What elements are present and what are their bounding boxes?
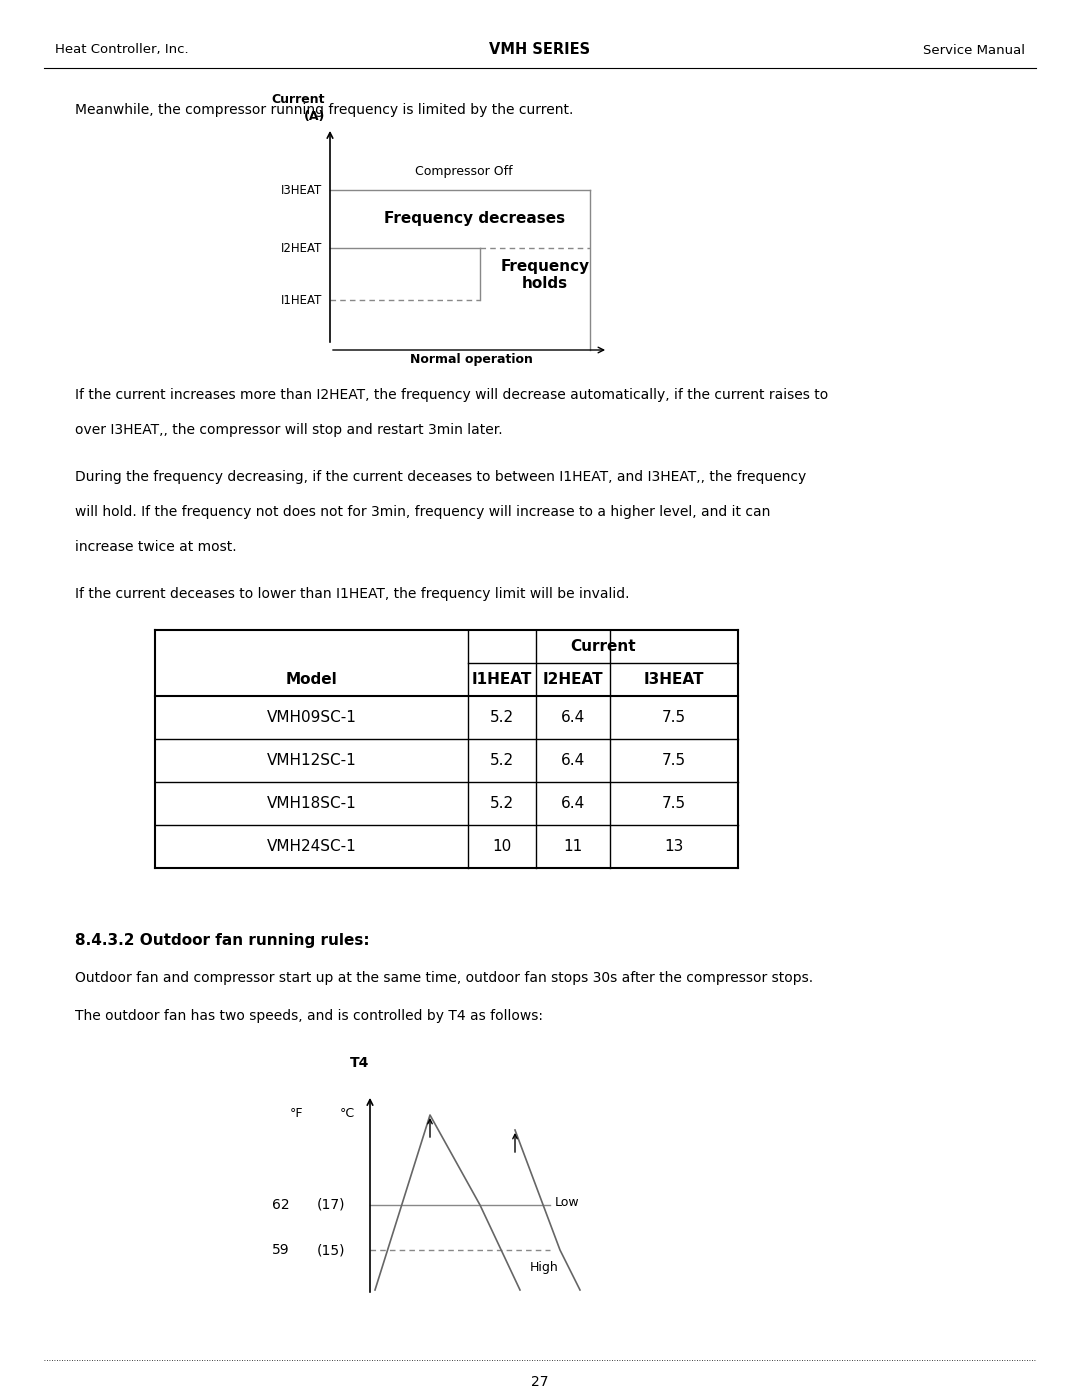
Text: T4: T4 — [350, 1056, 369, 1070]
Text: °F: °F — [291, 1106, 303, 1120]
Text: 7.5: 7.5 — [662, 710, 686, 725]
Text: Current: Current — [570, 638, 636, 654]
Text: 5.2: 5.2 — [490, 796, 514, 812]
Text: 7.5: 7.5 — [662, 753, 686, 768]
Text: 8.4.3.2 Outdoor fan running rules:: 8.4.3.2 Outdoor fan running rules: — [75, 933, 369, 949]
Text: (A): (A) — [303, 110, 325, 123]
Text: over I3HEAT,, the compressor will stop and restart 3min later.: over I3HEAT,, the compressor will stop a… — [75, 423, 502, 437]
Text: 7.5: 7.5 — [662, 796, 686, 812]
Text: Frequency: Frequency — [500, 258, 590, 274]
Text: will hold. If the frequency not does not for 3min, frequency will increase to a : will hold. If the frequency not does not… — [75, 504, 770, 520]
Text: Meanwhile, the compressor running frequency is limited by the current.: Meanwhile, the compressor running freque… — [75, 103, 573, 117]
Text: VMH24SC-1: VMH24SC-1 — [267, 840, 356, 854]
Text: 6.4: 6.4 — [561, 753, 585, 768]
Text: (15): (15) — [316, 1243, 345, 1257]
Text: Low: Low — [555, 1196, 580, 1208]
Text: I1HEAT: I1HEAT — [281, 293, 322, 306]
Text: I2HEAT: I2HEAT — [542, 672, 604, 687]
Text: High: High — [530, 1261, 558, 1274]
Text: Current: Current — [271, 94, 325, 106]
Text: I3HEAT: I3HEAT — [281, 183, 322, 197]
Text: Compressor Off: Compressor Off — [415, 165, 513, 179]
Text: I1HEAT: I1HEAT — [472, 672, 532, 687]
Text: 5.2: 5.2 — [490, 710, 514, 725]
Text: 5.2: 5.2 — [490, 753, 514, 768]
Text: If the current increases more than I2HEAT, the frequency will decrease automatic: If the current increases more than I2HEA… — [75, 388, 828, 402]
Text: The outdoor fan has two speeds, and is controlled by T4 as follows:: The outdoor fan has two speeds, and is c… — [75, 1009, 543, 1023]
Text: Heat Controller, Inc.: Heat Controller, Inc. — [55, 43, 189, 56]
Text: 59: 59 — [272, 1243, 291, 1257]
Text: °C: °C — [340, 1106, 355, 1120]
Text: VMH18SC-1: VMH18SC-1 — [267, 796, 356, 812]
Text: 62: 62 — [272, 1199, 291, 1213]
Text: Model: Model — [285, 672, 337, 687]
Text: (17): (17) — [316, 1199, 345, 1213]
Text: holds: holds — [522, 277, 568, 292]
Text: VMH09SC-1: VMH09SC-1 — [267, 710, 356, 725]
Text: Service Manual: Service Manual — [923, 43, 1025, 56]
Text: 6.4: 6.4 — [561, 796, 585, 812]
Text: 6.4: 6.4 — [561, 710, 585, 725]
Text: During the frequency decreasing, if the current deceases to between I1HEAT, and : During the frequency decreasing, if the … — [75, 469, 807, 483]
Text: I2HEAT: I2HEAT — [281, 242, 322, 254]
Text: increase twice at most.: increase twice at most. — [75, 541, 237, 555]
Text: 13: 13 — [664, 840, 684, 854]
Text: 10: 10 — [492, 840, 512, 854]
Text: VMH12SC-1: VMH12SC-1 — [267, 753, 356, 768]
Text: 11: 11 — [564, 840, 582, 854]
Text: Normal operation: Normal operation — [410, 353, 532, 366]
Text: Outdoor fan and compressor start up at the same time, outdoor fan stops 30s afte: Outdoor fan and compressor start up at t… — [75, 971, 813, 985]
Text: VMH SERIES: VMH SERIES — [489, 42, 591, 57]
Text: 27: 27 — [531, 1375, 549, 1389]
Text: Frequency decreases: Frequency decreases — [384, 211, 566, 226]
Text: I3HEAT: I3HEAT — [644, 672, 704, 687]
Text: If the current deceases to lower than I1HEAT, the frequency limit will be invali: If the current deceases to lower than I1… — [75, 587, 630, 601]
